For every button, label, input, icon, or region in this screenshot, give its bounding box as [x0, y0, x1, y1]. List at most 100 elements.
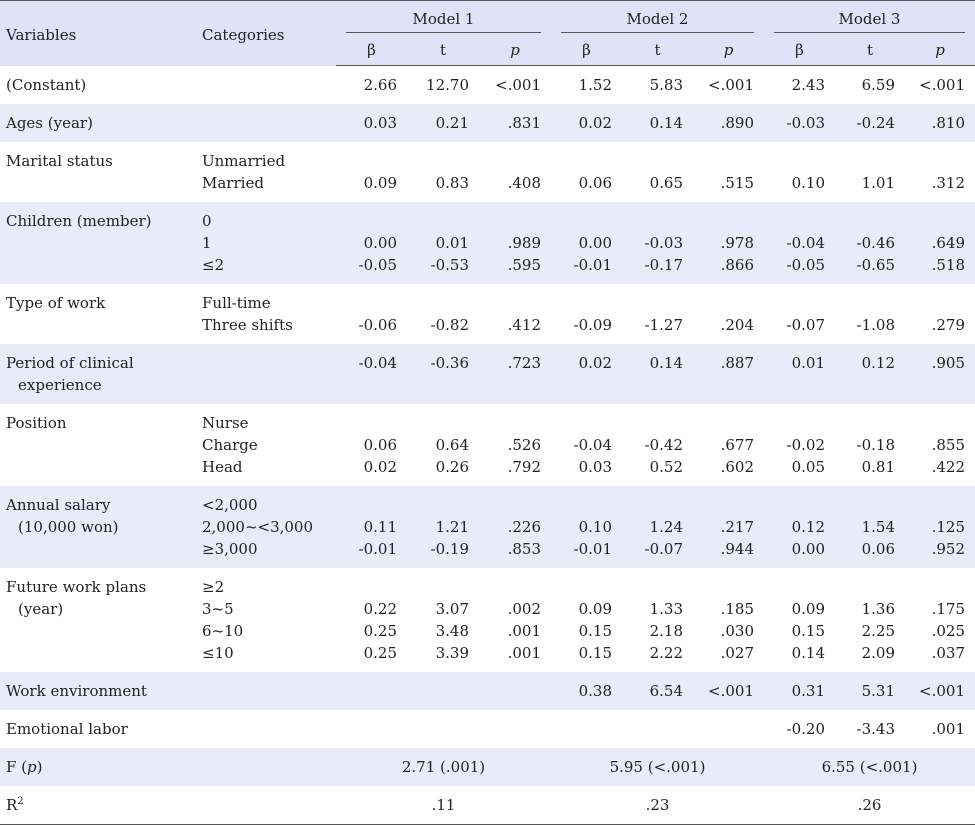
t-value-cell: -0.36: [407, 344, 479, 404]
variables-header: Variables: [0, 0, 196, 66]
category-cell: Unmarried Married: [202, 152, 286, 192]
t-value-cell: 1.33 2.18 2.22: [649, 600, 683, 662]
beta-value-cell: -0.06: [358, 316, 397, 334]
p-value-cell: .526.792: [507, 436, 541, 476]
p-value-cell: .175.025.037: [931, 600, 965, 662]
t-value-cell: -0.24: [835, 104, 905, 142]
table-row: Marital status Unmarried Married 0.09 0.83 .4…: [0, 142, 975, 202]
variable-cell: Children (member): [0, 202, 196, 284]
model-1-header: Model 1: [336, 0, 551, 35]
p-value-cell: .723: [479, 344, 551, 404]
p-value-cell: <.001: [919, 76, 965, 94]
p-value-cell: .312: [931, 174, 965, 192]
t-value-cell: 1.01: [861, 174, 895, 192]
variable-cell: Emotional labor: [6, 720, 128, 738]
beta-value-cell: 2.43: [791, 76, 825, 94]
t-value-cell: 1.36 2.25 2.09: [861, 600, 895, 662]
p-value-cell: .002.001.001: [507, 600, 541, 662]
beta-value-cell: -0.02 0.05: [786, 436, 825, 476]
beta-value-cell: -0.20: [786, 720, 825, 738]
category-cell: Full-time Three shifts: [202, 294, 293, 334]
category-cell: 0 1 ≤2: [196, 202, 336, 284]
t-value-cell: 0.12: [835, 344, 905, 404]
r2-value-model-1: .11: [336, 786, 551, 825]
p-value-cell: .855.422: [931, 436, 965, 476]
f-label: F (p): [0, 748, 196, 786]
beta-value-cell: 2.66: [363, 76, 397, 94]
beta-value-cell: 0.22 0.25 0.25: [363, 600, 397, 662]
p-value-cell: <.001: [708, 76, 754, 94]
p-value-cell: .125.952: [905, 486, 975, 568]
category-cell: [196, 710, 336, 748]
beta-value-cell: -0.04: [336, 344, 407, 404]
table-row: Ages (year) 0.03 0.21.831 0.02 0.14.890 -0.03…: [0, 104, 975, 142]
p-value-cell: .515: [720, 174, 754, 192]
f-value-model-2: 5.95 (<.001): [551, 748, 764, 786]
table-row: Type of work Full-time Three shifts -0.06 -0…: [0, 284, 975, 344]
variable-cell: Work environment: [0, 672, 196, 710]
p-header: p: [905, 35, 975, 66]
beta-value-cell: 0.09 0.15 0.14: [791, 600, 825, 662]
beta-value-cell: [336, 672, 407, 710]
t-value-cell: [622, 710, 693, 748]
model-3-header: Model 3: [764, 0, 975, 35]
p-value-cell: .989.595: [479, 202, 551, 284]
p-header: p: [479, 35, 551, 66]
table-header: Variables Categories Model 1 Model 2 Mod…: [0, 0, 975, 66]
beta-value-cell: 0.38: [551, 672, 622, 710]
variable-cell: Type of work: [6, 294, 106, 312]
t-value-cell: 0.14: [622, 344, 693, 404]
r2-value-model-3: .26: [764, 786, 975, 825]
t-value-cell: -0.42 0.52: [644, 436, 683, 476]
table-row: Position Nurse Charge Head 0.06 0.02 0.64 0.26.…: [0, 404, 975, 486]
p-value-cell: .001: [931, 720, 965, 738]
variable-cell: Ages (year): [0, 104, 196, 142]
t-value-cell: -0.82: [430, 316, 469, 334]
p-value-cell: .890: [693, 104, 764, 142]
beta-value-cell: [336, 710, 407, 748]
beta-value-cell: 0.02: [551, 104, 622, 142]
t-value-cell: 6.54: [622, 672, 693, 710]
t-value-cell: 0.65: [649, 174, 683, 192]
beta-value-cell: 0.11 -0.01: [336, 486, 407, 568]
beta-value-cell: -0.03: [764, 104, 835, 142]
t-header: t: [835, 35, 905, 66]
p-value-cell: .412: [507, 316, 541, 334]
p-value-cell: .810: [905, 104, 975, 142]
t-value-cell: -0.18 0.81: [856, 436, 895, 476]
t-header: t: [407, 35, 479, 66]
t-value-cell: 5.31: [835, 672, 905, 710]
t-value-cell: [407, 672, 479, 710]
beta-header: β: [551, 35, 622, 66]
p-value-cell: .905: [905, 344, 975, 404]
beta-value-cell: 0.03: [336, 104, 407, 142]
t-value-cell: -0.46 -0.65: [835, 202, 905, 284]
r2-value-model-2: .23: [551, 786, 764, 825]
t-value-cell: -3.43: [856, 720, 895, 738]
beta-value-cell: 0.09 0.15 0.15: [578, 600, 612, 662]
table-row: Period of clinical experience -0.04 -0.36.7…: [0, 344, 975, 404]
table-summary: F (p) 2.71 (.001) 5.95 (<.001) 6.55 (<.0…: [0, 748, 975, 825]
beta-value-cell: 0.01: [764, 344, 835, 404]
t-value-cell: 6.59: [861, 76, 895, 94]
p-value-cell: .217.944: [693, 486, 764, 568]
category-cell: <2,000 2,000~<3,000 ≥3,000: [196, 486, 336, 568]
f-value-model-3: 6.55 (<.001): [764, 748, 975, 786]
variable-cell: (Constant): [6, 75, 87, 94]
r2-label: R2: [0, 786, 196, 825]
table-row: Future work plans (year) ≥2 3~5 6~10 ≤10 0.22 0…: [0, 568, 975, 672]
p-value-cell: .204: [720, 316, 754, 334]
beta-value-cell: 0.31: [764, 672, 835, 710]
variable-cell: Marital status: [6, 152, 113, 170]
t-value-cell: 5.83: [649, 76, 683, 94]
table-row: Emotional labor -0.20 -3.43 .001: [0, 710, 975, 748]
table-row: Work environment 0.38 6.54 <.001 0.31 5.31 <.0…: [0, 672, 975, 710]
t-value-cell: 1.21 -0.19: [407, 486, 479, 568]
p-value-cell: .279: [931, 316, 965, 334]
beta-value-cell: 0.02: [551, 344, 622, 404]
t-value-cell: 0.14: [622, 104, 693, 142]
beta-value-cell: -0.04 -0.05: [764, 202, 835, 284]
t-value-cell: 0.01 -0.53: [407, 202, 479, 284]
table-row: Children (member) 0 1 ≤2 0.00 -0.05 0.01 -0.53.…: [0, 202, 975, 284]
t-value-cell: -1.08: [856, 316, 895, 334]
